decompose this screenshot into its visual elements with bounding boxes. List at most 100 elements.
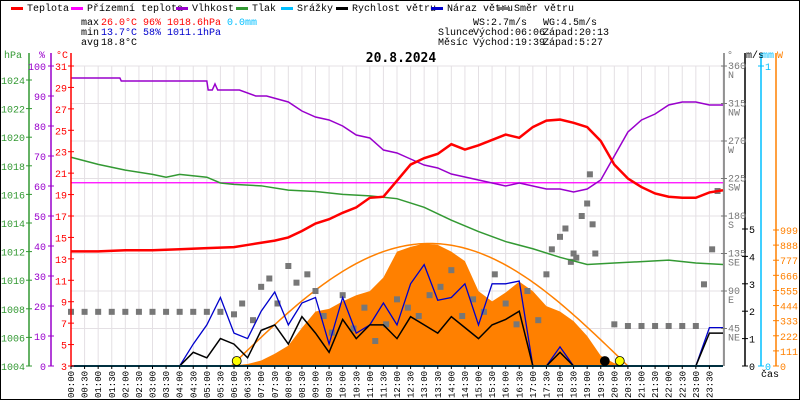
x-tick-label: 12:00 (393, 371, 403, 398)
pressure-tick-label: 1024 (1, 77, 25, 88)
x-tick-label: 18:00 (556, 371, 566, 398)
direction-tick-label: 135 (728, 250, 746, 261)
x-tick-label: 14:30 (461, 371, 471, 398)
x-tick-label: 04:30 (189, 371, 199, 398)
wind-tick-label: 0 (749, 363, 755, 374)
temperature-line (71, 118, 724, 253)
temperature-tick-label: 15 (55, 234, 67, 245)
wind-direction-point (584, 200, 591, 207)
legend-label: Přízemní teplota (87, 4, 184, 15)
wind-direction-point (176, 308, 183, 315)
wind-direction-point (562, 225, 569, 232)
legend-swatch (236, 6, 248, 10)
wind-direction-point (394, 296, 400, 303)
wind-direction-point (350, 325, 357, 332)
min-temp: 13.7°C (101, 28, 138, 39)
wind-direction-point (231, 311, 237, 318)
x-tick-label: 17:00 (529, 371, 539, 398)
x-tick-label: 01:00 (94, 371, 104, 398)
min-humidity: 58% (143, 28, 162, 39)
wind-direction-point (573, 254, 580, 261)
rain-tick-label: 0 (765, 363, 771, 374)
pressure-tick-label: 1012 (1, 249, 25, 260)
temperature-tick-label: 17 (55, 213, 67, 224)
legend-item: Rychlost větru (336, 5, 436, 15)
pressure-tick-label: 1008 (1, 306, 25, 317)
wind-direction-point (274, 300, 281, 307)
pressure-tick-label: 1014 (1, 220, 25, 231)
legend-swatch (11, 6, 23, 10)
wind-direction-point (285, 263, 292, 269)
legend-swatch (176, 6, 188, 10)
x-tick-label: 07:30 (271, 371, 281, 398)
x-tick-label: 19:00 (583, 371, 593, 398)
humidity-tick-label: 10 (34, 333, 46, 344)
pressure-tick-label: 1020 (1, 134, 25, 145)
wind-direction-point (700, 281, 707, 288)
x-tick-label: 15:00 (475, 371, 485, 398)
radiation-tick-label: 333 (780, 318, 798, 329)
wind-tick-label: 1 (749, 336, 755, 347)
legend-swatch (498, 6, 510, 10)
sun-label: Slunce (438, 28, 475, 39)
sunset-time: Západ:20:13 (543, 28, 610, 39)
rain-total: 0.0mm (227, 18, 258, 29)
wind-direction-point (217, 308, 224, 315)
x-tick-label: 11:00 (366, 371, 376, 398)
x-tick-label: 22:00 (665, 371, 675, 398)
temperature-tick-label: 3 (61, 363, 67, 374)
max-label: max (81, 18, 100, 29)
radiation-tick-label: 666 (780, 272, 798, 283)
radiation-tick-label: 111 (780, 348, 798, 359)
x-tick-label: 02:30 (135, 371, 145, 398)
humidity-tick-label: 60 (34, 183, 46, 194)
radiation-unit: W (777, 51, 783, 62)
wind-gust-max: WG:4.5m/s (543, 18, 598, 29)
wind-direction-point (692, 323, 699, 329)
sunrise-time: Východ:06:06 (473, 28, 546, 39)
avg-label: avg (81, 38, 100, 49)
legend-label: Rychlost větru (352, 4, 437, 15)
pressure-tick-label: 1016 (1, 191, 25, 202)
humidity-tick-label: 50 (34, 213, 46, 224)
legend-label: Vlhkost (192, 4, 235, 15)
x-tick-label: 11:30 (379, 371, 389, 398)
wind-direction-point (470, 296, 477, 303)
direction-tick-label: 360 (728, 62, 746, 73)
wind-direction-point (312, 288, 319, 294)
wind-direction-point (502, 300, 509, 307)
direction-compass-label: N (728, 71, 734, 82)
wind-direction-point (586, 171, 593, 178)
wind-direction-point (163, 308, 170, 315)
wind-direction-point (548, 246, 555, 253)
wind-direction-point (135, 308, 142, 315)
x-tick-label: 15:30 (488, 371, 498, 398)
humidity-tick-label: 90 (34, 93, 46, 104)
x-tick-label: 23:00 (692, 371, 702, 398)
pressure-tick-label: 1022 (1, 106, 25, 117)
wind-direction-point (81, 308, 88, 315)
wind-direction-point (426, 292, 433, 299)
max-temp: 26.0°C (101, 18, 138, 29)
radiation-tick-label: 888 (780, 242, 798, 253)
humidity-tick-label: 30 (34, 273, 46, 284)
x-tick-label: 12:30 (407, 371, 417, 398)
direction-tick-label: 270 (728, 137, 746, 148)
pressure-tick-label: 1004 (1, 363, 25, 374)
moonrise-time: Východ:19:39 (473, 38, 546, 49)
max-humidity: 96% (143, 18, 162, 29)
x-tick-label: 05:30 (216, 371, 226, 398)
legend-item: Teplota (11, 5, 69, 15)
moonrise-marker (599, 356, 610, 366)
direction-compass-label: W (728, 146, 734, 157)
temperature-tick-label: 23 (55, 149, 67, 160)
wind-direction-point (679, 323, 686, 329)
humidity-tick-label: 0 (40, 363, 46, 374)
wind-direction-point (570, 250, 577, 257)
x-tick-label: 03:00 (149, 371, 159, 398)
wind-direction-point (567, 258, 574, 265)
wind-direction-point (513, 321, 520, 328)
wind-direction-point (543, 271, 550, 278)
direction-tick-label: 315 (728, 100, 746, 111)
direction-compass-label: SE (728, 259, 740, 270)
